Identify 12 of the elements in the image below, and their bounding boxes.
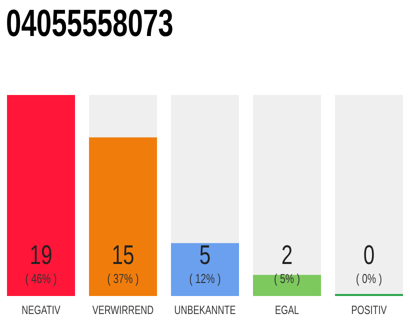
chart-title: 04055558073 <box>6 2 174 46</box>
bar <box>253 274 321 296</box>
data-label: 0 ( 0% ) <box>356 240 382 286</box>
x-tick-label: POSITIV <box>351 304 388 318</box>
data-label: 2 ( 5% ) <box>274 240 300 286</box>
data-label: 19 ( 46% ) <box>25 240 57 286</box>
x-tick-label: UNBEKANNTE <box>174 304 236 318</box>
x-tick-label: EGAL <box>275 304 300 318</box>
x-tick-label: NEGATIV <box>22 304 62 318</box>
data-label: 5 ( 12% ) <box>189 240 221 286</box>
x-tick-label: VERWIRREND <box>92 304 154 318</box>
data-label: 15 ( 37% ) <box>107 240 139 286</box>
